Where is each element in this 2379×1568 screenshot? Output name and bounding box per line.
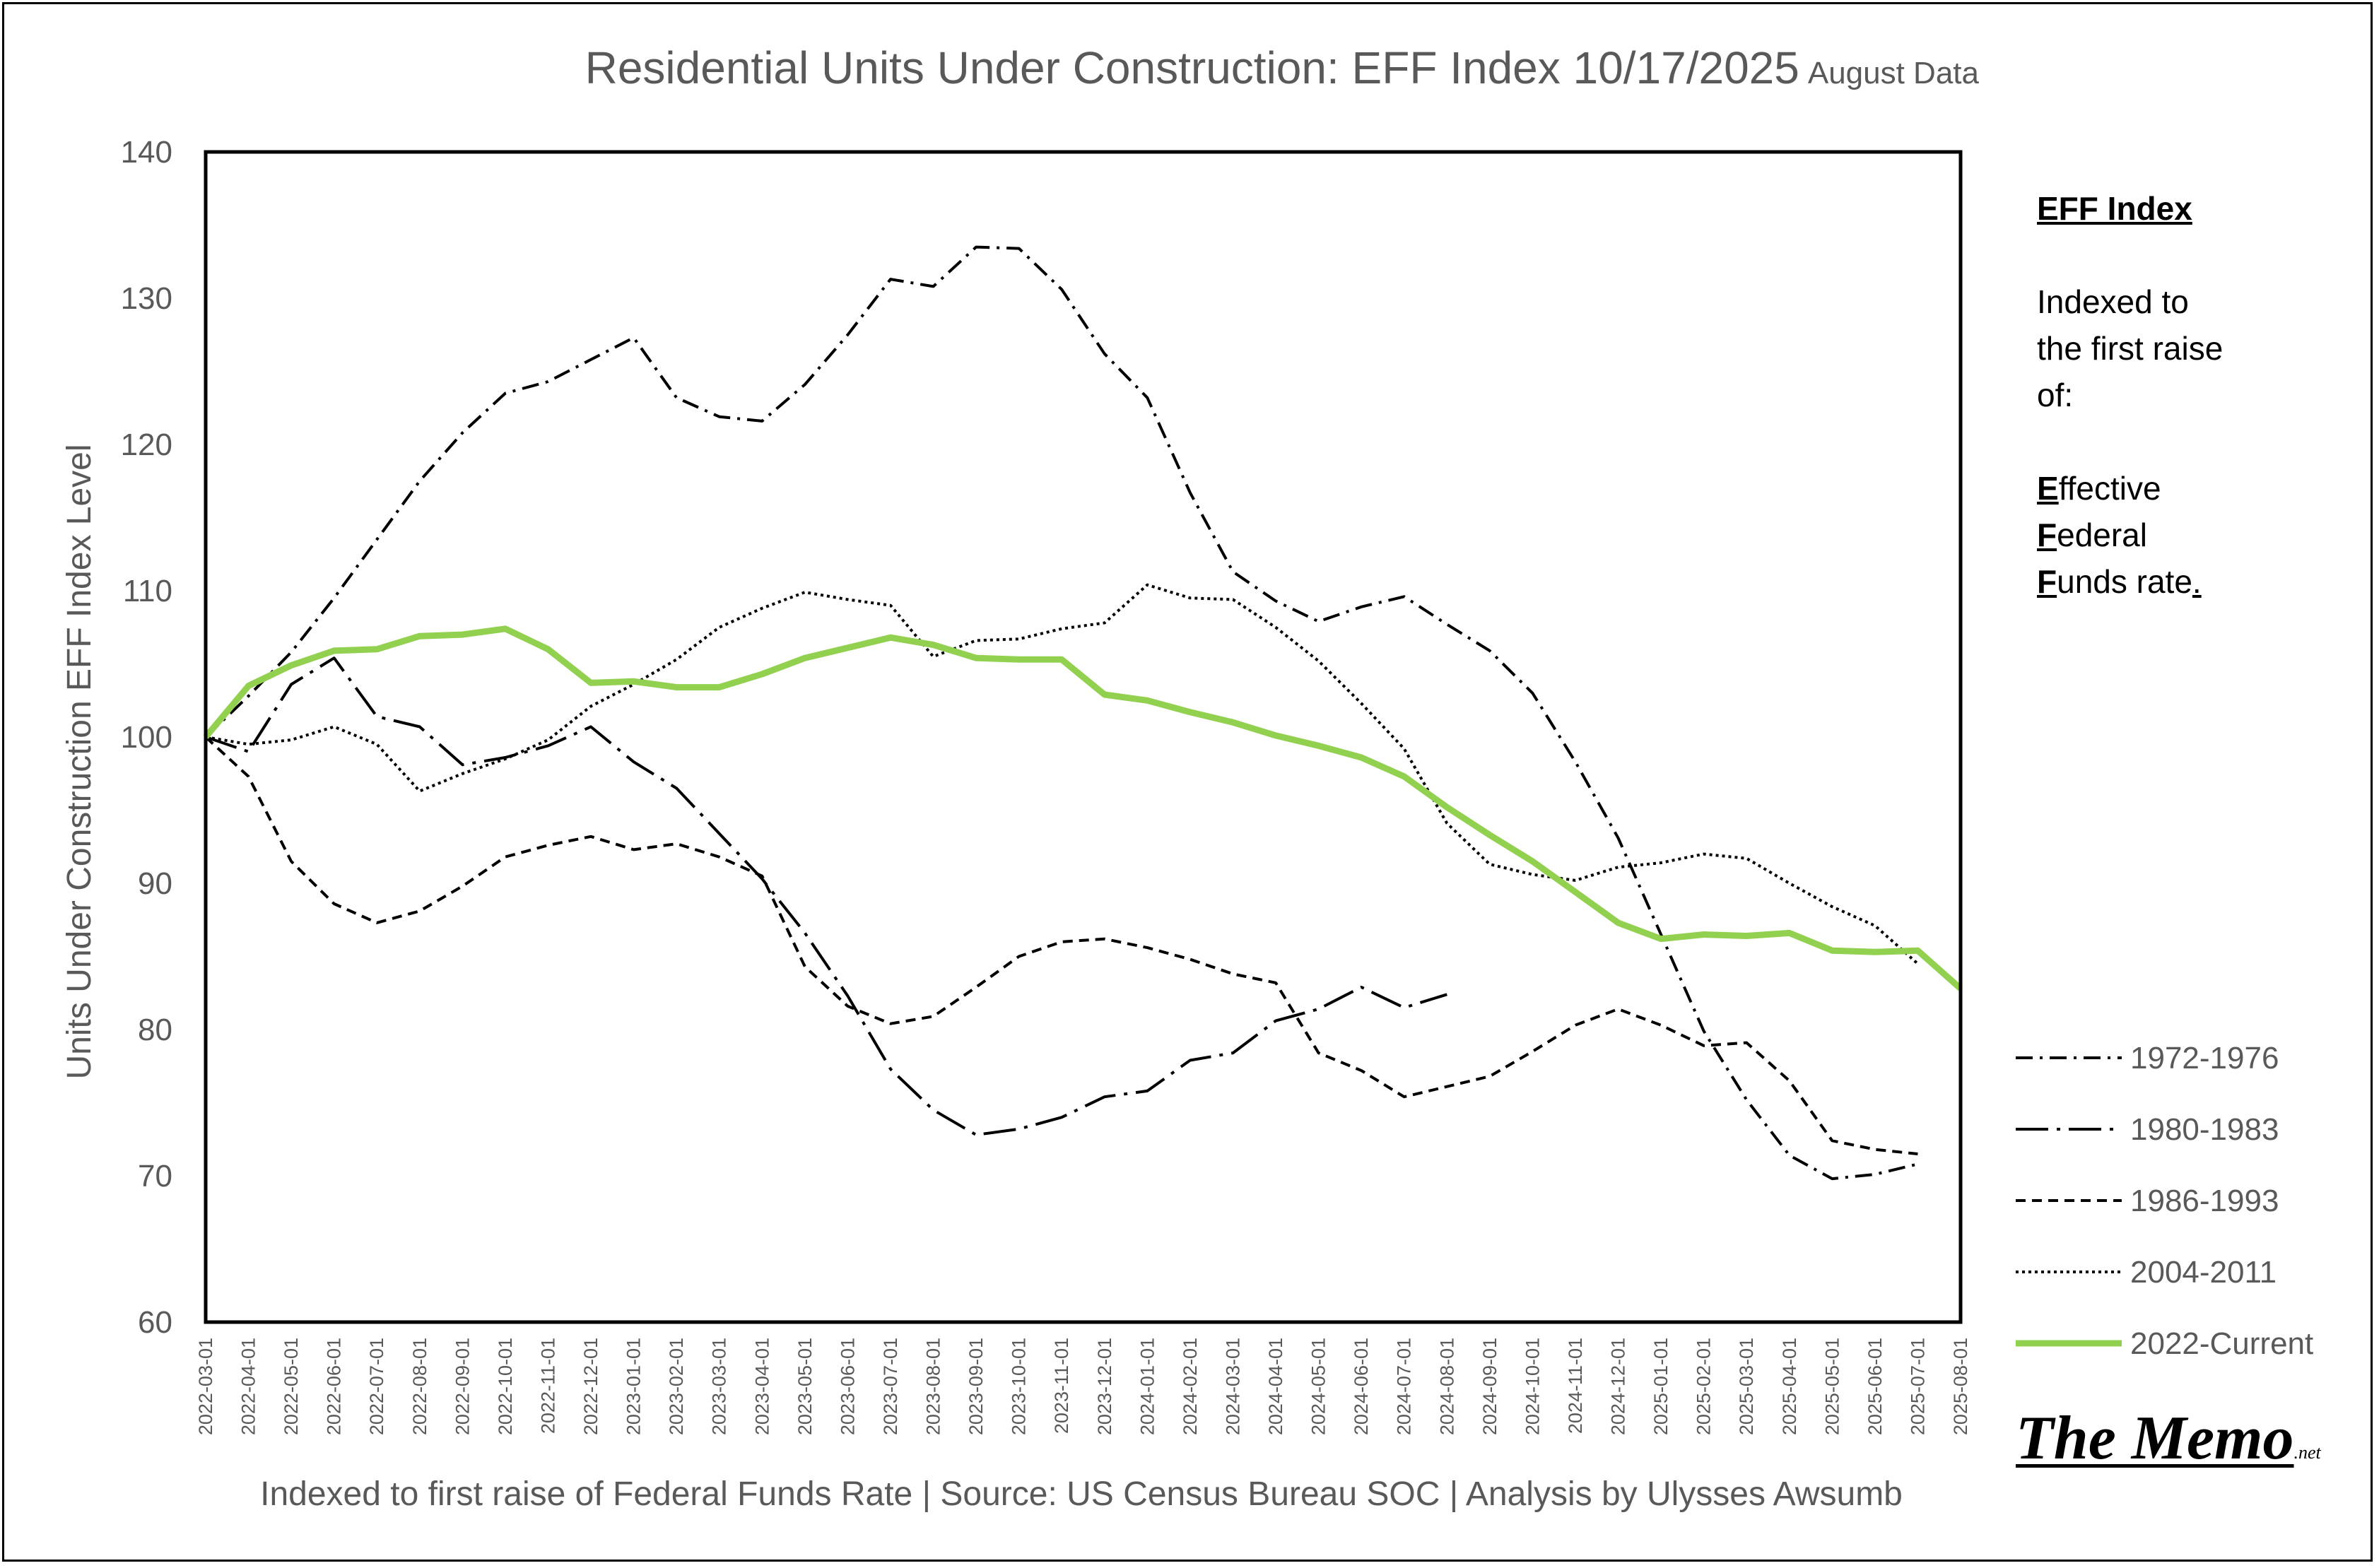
x-tick-label: 2023-03-01 (709, 1338, 730, 1435)
x-tick-label: 2025-03-01 (1736, 1338, 1757, 1435)
series-line-1980-1983 (205, 656, 1447, 1136)
legend-label: 2004-2011 (2130, 1255, 2277, 1290)
x-tick-label: 2025-07-01 (1907, 1338, 1928, 1435)
x-tick-label: 2024-09-01 (1479, 1338, 1500, 1435)
x-tick-label: 2023-02-01 (666, 1338, 687, 1435)
x-tick-label: 2025-01-01 (1650, 1338, 1672, 1435)
series-line-2022-current (203, 625, 1963, 991)
y-tick-label: 60 (138, 1305, 172, 1340)
y-tick-label: 90 (138, 866, 172, 901)
y-tick-label: 140 (121, 135, 172, 170)
x-tick-label: 2022-08-01 (409, 1338, 430, 1435)
x-tick-label: 2024-08-01 (1436, 1338, 1457, 1435)
x-tick-label: 2023-11-01 (1051, 1338, 1072, 1434)
x-tick-label: 2024-12-01 (1608, 1338, 1629, 1435)
x-tick-label: 2024-01-01 (1136, 1338, 1158, 1435)
x-tick-label: 2023-06-01 (837, 1338, 858, 1435)
x-tick-label: 2023-10-01 (1009, 1338, 1030, 1435)
plot-area-border (204, 150, 1963, 1324)
side-panel-desc-line: the first raise (2037, 330, 2224, 367)
side-panel-title: EFF Index (2037, 190, 2192, 227)
x-tick-label: 2024-04-01 (1265, 1338, 1286, 1435)
side-panel-desc-line: Indexed to (2037, 283, 2189, 320)
x-tick-label: 2022-06-01 (324, 1338, 345, 1435)
eff-line-funds-rate: Funds rate. (2037, 563, 2202, 600)
x-tick-label: 2022-05-01 (281, 1338, 302, 1435)
y-tick-label: 130 (121, 281, 172, 316)
x-tick-label: 2023-12-01 (1094, 1338, 1115, 1435)
x-tick-label: 2024-07-01 (1394, 1338, 1415, 1435)
side-panel: EFF Index Indexed to the first raise of:… (2037, 185, 2348, 605)
series-line-1972-1976 (204, 245, 1918, 1181)
legend-label: 1980-1983 (2130, 1112, 2279, 1147)
x-tick-label: 2022-04-01 (238, 1338, 259, 1435)
x-tick-label: 2024-11-01 (1565, 1338, 1586, 1434)
x-tick-label: 2024-06-01 (1351, 1338, 1372, 1435)
x-tick-label: 2024-02-01 (1180, 1338, 1201, 1435)
the-memo-logo: The Memo.net (2016, 1404, 2321, 1473)
chart-subtitle: August Data (1808, 56, 1980, 90)
x-tick-label: 2025-05-01 (1821, 1338, 1843, 1435)
x-tick-label: 2024-10-01 (1522, 1338, 1543, 1435)
x-tick-label: 2023-07-01 (880, 1338, 901, 1435)
series-lines (203, 245, 1963, 1181)
legend: 1972-1976 1980-1983 1986-1993 2004-2011 2022… (2016, 1041, 2313, 1361)
y-tick-label: 100 (121, 720, 172, 755)
legend-label: 1972-1976 (2130, 1041, 2279, 1075)
legend-label: 1986-1993 (2130, 1184, 2279, 1218)
x-tick-label: 2022-07-01 (366, 1338, 387, 1435)
side-panel-desc-line: of: (2037, 377, 2074, 413)
x-tick-label: 2024-05-01 (1308, 1338, 1329, 1435)
x-tick-label: 2024-03-01 (1222, 1338, 1243, 1435)
series-line-1986-1993 (204, 736, 1918, 1155)
legend-label: 2022-Current (2130, 1326, 2313, 1361)
x-tick-label: 2023-09-01 (965, 1338, 987, 1435)
x-tick-label: 2022-09-01 (452, 1338, 473, 1435)
eff-line-federal: Federal (2037, 517, 2147, 553)
y-tick-label: 120 (121, 428, 172, 462)
eff-line-effective: Effective (2037, 470, 2161, 507)
x-tick-label: 2023-08-01 (923, 1338, 944, 1435)
y-tick-label: 110 (123, 574, 172, 608)
x-tick-label: 2025-04-01 (1779, 1338, 1800, 1435)
x-tick-label: 2023-01-01 (623, 1338, 645, 1435)
y-tick-label: 80 (138, 1013, 172, 1047)
x-tick-label: 2025-08-01 (1950, 1338, 1971, 1435)
x-tick-label: 2022-03-01 (195, 1338, 216, 1435)
y-tick-labels: 60 70 80 90 100 110 120 130 140 (121, 135, 172, 1340)
x-tick-label: 2022-12-01 (580, 1338, 601, 1435)
y-axis-label: Units Under Construction EFF Index Level (61, 444, 98, 1079)
y-tick-label: 70 (138, 1159, 172, 1193)
x-tick-label: 2023-05-01 (794, 1338, 816, 1435)
x-tick-label: 2022-11-01 (537, 1338, 558, 1434)
x-tick-label: 2025-06-01 (1864, 1338, 1886, 1435)
x-tick-label: 2023-04-01 (751, 1338, 773, 1435)
series-line-2004-2011 (205, 583, 1919, 965)
chart-title: Residential Units Under Construction: EF… (585, 42, 1980, 93)
x-axis-label: Indexed to first raise of Federal Funds … (260, 1475, 1903, 1513)
x-tick-label: 2022-10-01 (495, 1338, 516, 1435)
x-tick-label: 2025-02-01 (1693, 1338, 1715, 1435)
x-tick-labels: 2022-03-01 2022-04-01 2022-05-01 2022-06-01… (195, 1338, 1971, 1435)
